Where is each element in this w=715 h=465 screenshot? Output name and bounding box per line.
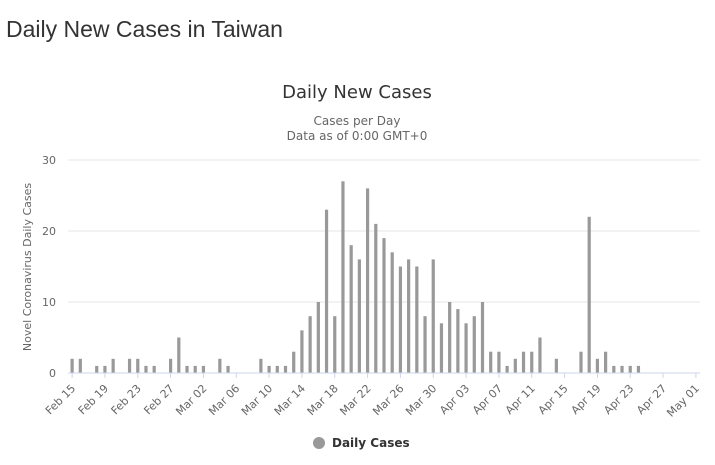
bar[interactable] [604, 351, 608, 373]
bar[interactable] [78, 358, 82, 373]
bar[interactable] [365, 188, 370, 373]
bar[interactable] [127, 358, 132, 373]
x-tick-label: Feb 15 [43, 382, 78, 417]
bar[interactable] [308, 316, 312, 373]
y-tick-label: 20 [42, 225, 56, 238]
bar[interactable] [259, 358, 263, 373]
bar[interactable] [136, 358, 140, 373]
y-tick-label: 30 [42, 154, 56, 167]
bar[interactable] [431, 259, 435, 373]
bar[interactable] [579, 351, 583, 373]
bar[interactable] [177, 337, 181, 374]
bar[interactable] [530, 351, 534, 373]
bar[interactable] [226, 365, 230, 373]
x-tick-marks [71, 373, 697, 378]
bar[interactable] [489, 351, 493, 373]
legend-symbol [313, 437, 325, 449]
y-tick-labels: 0 10 20 30 [42, 154, 56, 380]
bar[interactable] [333, 316, 337, 373]
bar[interactable] [341, 181, 345, 373]
chart-title: Daily New Cases [282, 82, 432, 103]
bar[interactable] [587, 216, 591, 373]
legend-label: Daily Cases [332, 436, 410, 450]
bars [70, 181, 641, 374]
bar[interactable] [398, 266, 403, 374]
bar[interactable] [300, 330, 304, 373]
x-tick-label: Apr 15 [536, 382, 571, 417]
bar[interactable] [349, 245, 353, 373]
legend[interactable]: Daily Cases [313, 436, 410, 450]
chart-subtitle-line2: Data as of 0:00 GMT+0 [287, 129, 428, 143]
y-tick-label: 0 [49, 367, 56, 380]
bar[interactable] [185, 365, 189, 373]
bar[interactable] [374, 223, 378, 373]
bar[interactable] [70, 358, 74, 373]
bar[interactable] [439, 323, 444, 373]
bar[interactable] [152, 365, 156, 373]
bar[interactable] [168, 358, 173, 373]
bar[interactable] [283, 365, 288, 373]
chart-subtitle-line1: Cases per Day [314, 114, 401, 128]
bar[interactable] [415, 266, 419, 374]
x-tick-label: Mar 30 [403, 382, 439, 418]
bar[interactable] [456, 309, 460, 373]
bar[interactable] [95, 365, 99, 373]
x-tick-label: Mar 18 [305, 382, 341, 418]
bar[interactable] [103, 365, 107, 373]
bar[interactable] [472, 316, 476, 373]
bar[interactable] [636, 365, 641, 373]
bar[interactable] [513, 358, 517, 373]
x-tick-label: Apr 23 [601, 382, 636, 417]
x-tick-label: Mar 06 [206, 382, 242, 418]
bar[interactable] [448, 302, 452, 373]
x-tick-label: Mar 02 [173, 382, 209, 418]
x-tick-label: Apr 03 [437, 382, 472, 417]
bar[interactable] [267, 365, 271, 373]
bar[interactable] [464, 323, 468, 373]
bar[interactable] [357, 259, 361, 373]
bar[interactable] [521, 351, 526, 373]
bar[interactable] [218, 358, 222, 373]
x-tick-label: Apr 19 [569, 382, 604, 417]
bar[interactable] [538, 337, 542, 374]
bar[interactable] [407, 259, 411, 373]
bar[interactable] [201, 365, 206, 373]
bar[interactable] [505, 365, 509, 373]
bar[interactable] [390, 252, 394, 373]
bar[interactable] [620, 365, 624, 373]
bar[interactable] [382, 238, 386, 373]
bar[interactable] [423, 316, 427, 373]
bar[interactable] [111, 358, 115, 373]
y-axis-label: Novel Coronavirus Daily Cases [21, 183, 34, 351]
x-tick-label: Feb 27 [141, 382, 176, 417]
x-tick-label: Mar 22 [337, 382, 373, 418]
bar[interactable] [144, 365, 148, 373]
bar[interactable] [292, 351, 296, 373]
bar[interactable] [554, 358, 558, 373]
bar[interactable] [612, 365, 616, 373]
bar[interactable] [316, 302, 320, 373]
x-tick-label: Mar 26 [370, 382, 406, 418]
x-tick-label: Mar 14 [272, 382, 308, 418]
bar[interactable] [480, 302, 485, 373]
x-tick-label: Feb 23 [109, 382, 144, 417]
bar[interactable] [324, 209, 329, 373]
x-tick-label: Mar 10 [239, 382, 275, 418]
x-tick-label: Apr 07 [470, 382, 505, 417]
x-tick-label: Feb 19 [76, 382, 111, 417]
page-heading: Daily New Cases in Taiwan [6, 16, 283, 42]
bar[interactable] [497, 351, 501, 373]
x-tick-label: Apr 27 [634, 382, 669, 417]
bar[interactable] [193, 365, 197, 373]
bar[interactable] [275, 365, 279, 373]
x-tick-label: May 01 [664, 382, 702, 420]
y-tick-label: 10 [42, 296, 56, 309]
bar[interactable] [595, 358, 600, 373]
bar[interactable] [628, 365, 632, 373]
x-tick-label: Apr 11 [503, 382, 538, 417]
